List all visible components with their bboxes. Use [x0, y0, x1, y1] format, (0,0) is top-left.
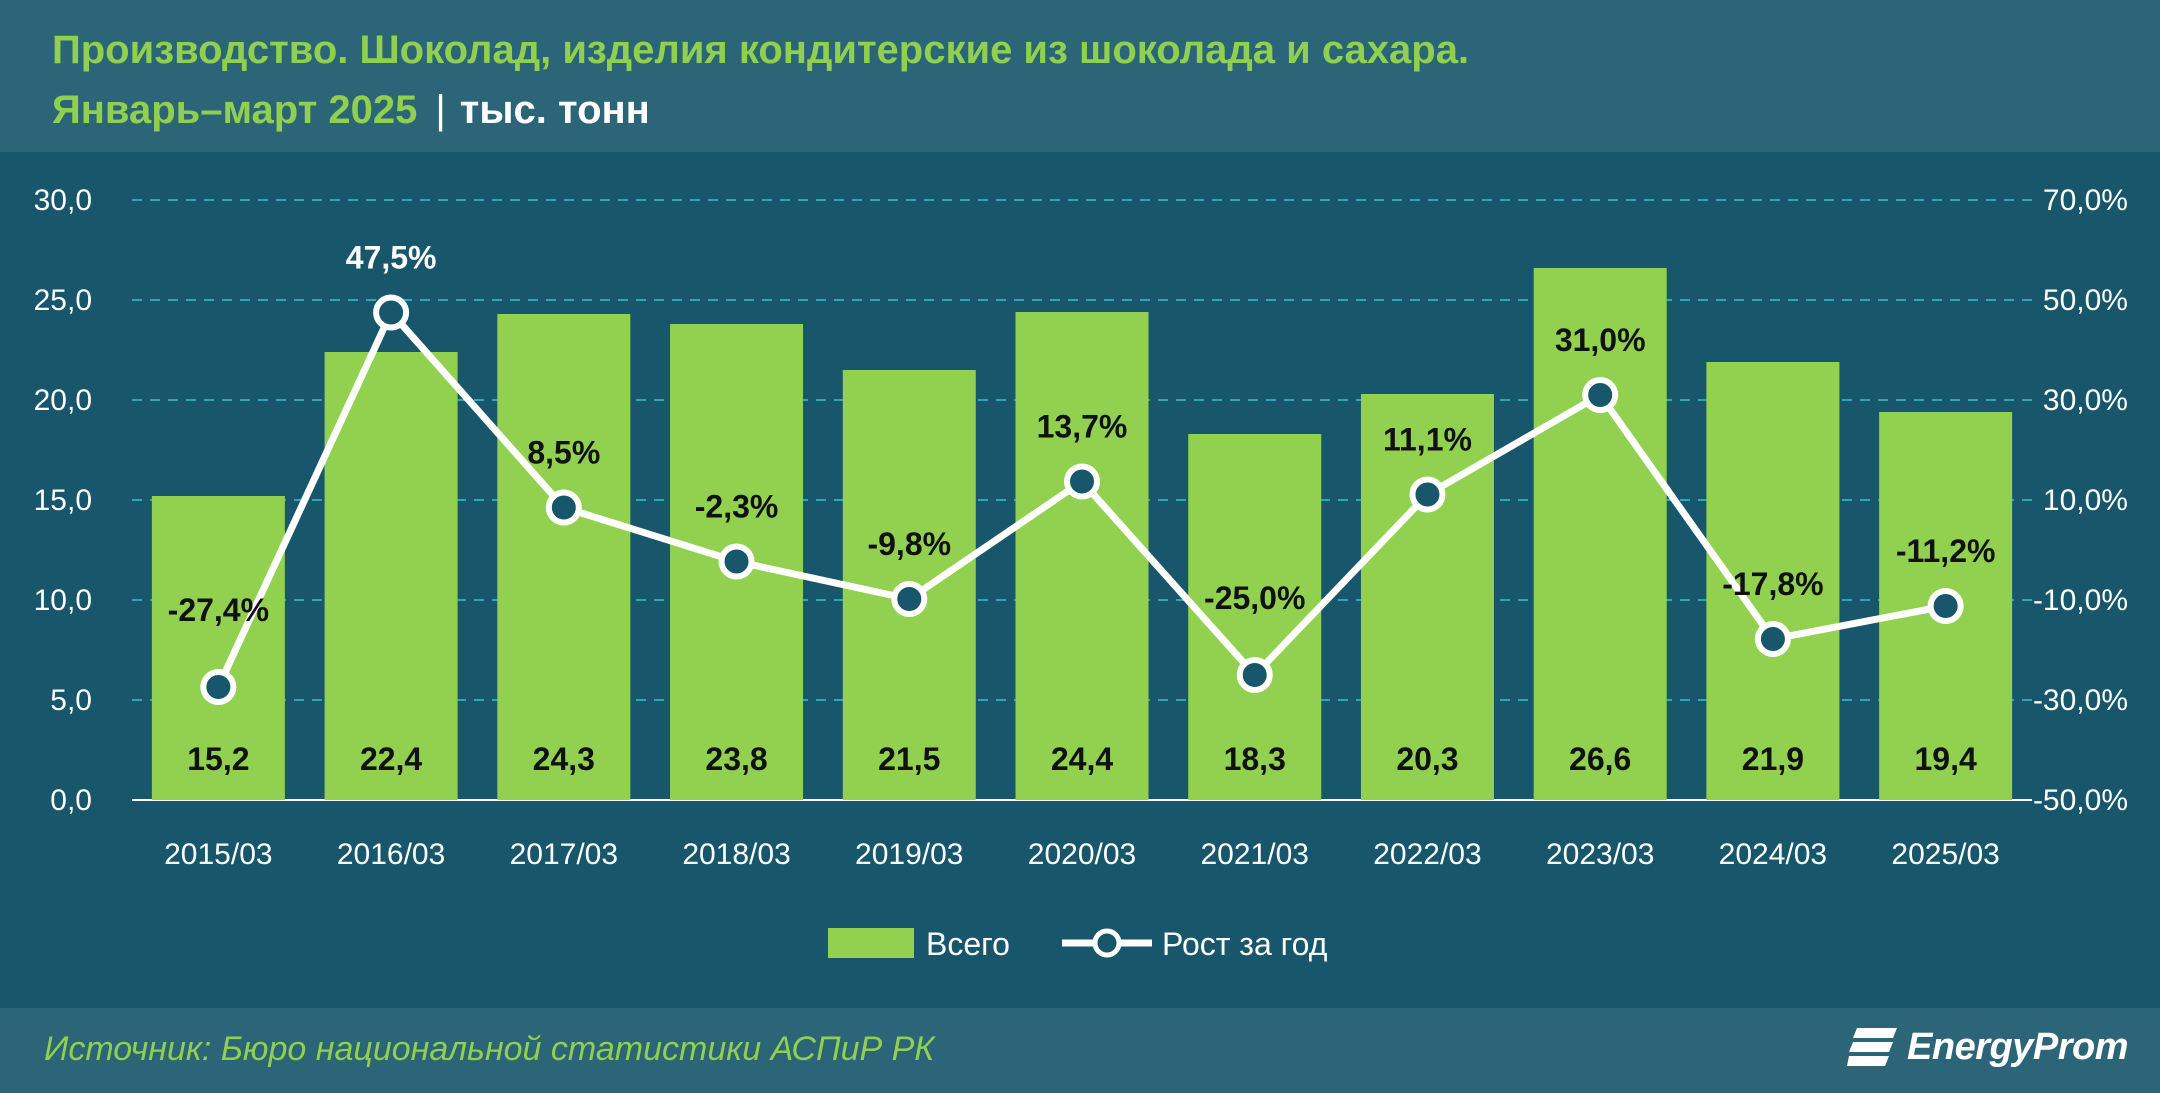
left-tick-label: 10,0 [34, 584, 92, 617]
bar [1015, 312, 1149, 800]
bar-value-label: 26,6 [1569, 741, 1631, 777]
chart-title: Производство. Шоколад, изделия кондитерс… [52, 28, 1470, 72]
chart-subtitle: Январь–март 2025 | тыс. тонн [52, 88, 650, 133]
x-tick-label: 2016/03 [337, 838, 445, 871]
growth-value-label: 13,7% [1037, 409, 1128, 445]
x-tick-label: 2018/03 [682, 838, 790, 871]
line-series [200, 294, 1964, 705]
growth-point [891, 581, 928, 617]
combo-chart: 0,05,010,015,020,025,030,0 -50,0%-30,0%-… [34, 184, 2128, 962]
growth-point [545, 489, 582, 526]
bar [497, 314, 631, 800]
x-tick-label: 2017/03 [510, 838, 618, 871]
legend-bar-label: Всего [926, 926, 1010, 962]
growth-point [200, 669, 237, 705]
bar-value-label: 19,4 [1914, 741, 1976, 777]
footer: Источник: Бюро национальной статистики А… [0, 1008, 2160, 1093]
legend-line-marker [1092, 928, 1122, 958]
bar-value-label: 18,3 [1224, 741, 1286, 777]
bar [1360, 394, 1494, 800]
growth-point [373, 294, 410, 331]
bar [324, 352, 458, 800]
left-tick-label: 30,0 [34, 184, 92, 217]
left-tick-label: 0,0 [50, 784, 92, 817]
right-tick-label: 10,0% [2043, 484, 2128, 517]
period-label: Январь–март 2025 [52, 88, 418, 132]
right-tick-label: 30,0% [2043, 384, 2128, 417]
growth-value-label: 31,0% [1555, 322, 1646, 358]
x-tick-label: 2023/03 [1546, 838, 1654, 871]
left-tick-label: 5,0 [50, 684, 92, 717]
right-tick-label: -50,0% [2033, 784, 2128, 817]
left-axis-ticks: 0,0 5,0 10,0 15,0 20,0 25,0 30,0 [34, 184, 92, 817]
bar [151, 496, 285, 800]
x-tick-label: 2015/03 [164, 838, 272, 871]
bar-value-label: 20,3 [1396, 741, 1458, 777]
right-tick-label: 70,0% [2043, 184, 2128, 217]
legend-bar-swatch [828, 928, 914, 958]
bar [1188, 434, 1322, 800]
left-tick-label: 15,0 [34, 484, 92, 517]
right-tick-label: 50,0% [2043, 284, 2128, 317]
bar-value-label: 15,2 [187, 741, 249, 777]
title-separator: | [435, 88, 446, 132]
growth-point [1754, 621, 1791, 657]
growth-value-label: -9,8% [867, 526, 951, 562]
right-tick-label: -30,0% [2033, 684, 2128, 717]
bar-series [151, 268, 2013, 800]
bar-value-label: 24,3 [533, 741, 595, 777]
growth-value-label: 47,5% [346, 240, 437, 276]
growth-value-label: -11,2% [1896, 533, 1996, 569]
x-tick-label: 2024/03 [1719, 838, 1827, 871]
legend: Всего Рост за год [828, 926, 1328, 962]
right-axis-ticks: -50,0% -30,0% -10,0% 10,0% 30,0% 50,0% 70,0% [2033, 184, 2128, 817]
x-axis-ticks: 2015/03 2016/03 2017/03 2018/03 2019/03 2020/… [164, 838, 2000, 871]
bar-value-label: 21,5 [878, 741, 940, 777]
growth-value-label: 11,1% [1383, 422, 1472, 458]
header: Производство. Шоколад, изделия кондитерс… [0, 0, 2160, 152]
bar-value-label: 21,9 [1742, 741, 1804, 777]
x-tick-label: 2019/03 [855, 838, 963, 871]
growth-point [718, 543, 755, 580]
left-tick-label: 25,0 [34, 284, 92, 317]
growth-value-label: 8,5% [527, 435, 600, 471]
growth-value-label: -25,0% [1204, 580, 1305, 616]
bar-value-label: 22,4 [360, 741, 422, 777]
x-tick-label: 2021/03 [1201, 838, 1309, 871]
bar [1533, 268, 1667, 800]
growth-point [1409, 476, 1446, 513]
x-tick-label: 2020/03 [1028, 838, 1136, 871]
logo-text: EnergyProm [1907, 1025, 2128, 1068]
bar-value-label: 24,4 [1051, 741, 1113, 777]
bar-value-labels: 15,2 22,4 24,3 23,8 21,5 24,4 18,3 20,3 26,6 21,9… [187, 741, 1977, 777]
x-tick-label: 2022/03 [1373, 838, 1481, 871]
legend-line-label: Рост за год [1162, 926, 1328, 962]
line-value-labels: -27,4% 47,5% 8,5% -2,3% -9,8% 13,7% -25,0% 11,1… [168, 240, 1996, 629]
brand-logo: EnergyProm [1847, 1024, 2128, 1070]
logo-icon [1847, 1028, 1898, 1066]
x-tick-label: 2025/03 [1891, 838, 1999, 871]
left-tick-label: 20,0 [34, 384, 92, 417]
source-note: Источник: Бюро национальной статистики А… [44, 1030, 935, 1068]
growth-value-label: -2,3% [695, 489, 779, 525]
growth-value-label: -17,8% [1722, 566, 1823, 602]
right-tick-label: -10,0% [2033, 584, 2128, 617]
bar-value-label: 23,8 [705, 741, 767, 777]
growth-point [1064, 463, 1100, 500]
growth-value-label: -27,4% [168, 592, 269, 628]
growth-point [1582, 377, 1619, 413]
unit-label: тыс. тонн [459, 88, 650, 132]
growth-point [1236, 657, 1273, 693]
growth-point [1927, 588, 1964, 624]
